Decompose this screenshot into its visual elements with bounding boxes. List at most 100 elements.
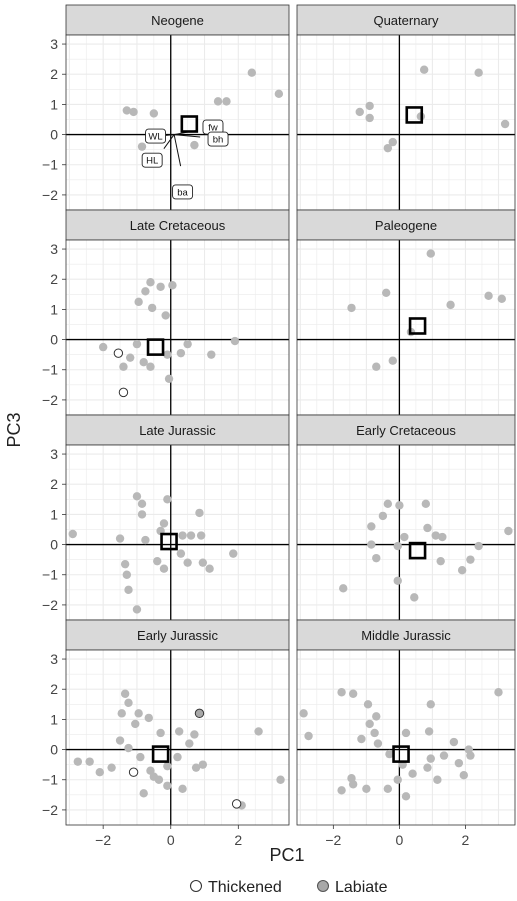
data-point [446, 300, 455, 310]
data-point-thickened [118, 387, 129, 398]
legend: Thickened Labiate [189, 879, 388, 896]
data-point [191, 763, 201, 772]
data-point [365, 113, 374, 123]
y-tick-label: −1 [42, 772, 58, 788]
data-point [378, 511, 388, 521]
data-point [159, 564, 169, 573]
vector-label-box [172, 184, 194, 200]
data-point [178, 784, 187, 793]
panel-title: Quaternary [373, 13, 439, 28]
data-point [117, 709, 126, 718]
data-point [156, 728, 165, 738]
data-point [149, 772, 159, 781]
data-point [68, 529, 77, 539]
data-point [423, 523, 432, 533]
y-tick-label: 1 [50, 506, 58, 522]
y-tick-label: −2 [42, 802, 58, 818]
data-point [222, 97, 231, 106]
panel-early-cretaceous: Early Cretaceous [296, 414, 516, 621]
data-point [176, 549, 186, 558]
data-point [131, 719, 140, 729]
y-tick-label: 2 [50, 66, 58, 82]
data-point [141, 287, 150, 296]
data-point [196, 531, 206, 540]
data-point [454, 758, 464, 768]
x-tick-label: 0 [395, 832, 403, 848]
plot-area [297, 445, 515, 620]
x-tick-label: −2 [95, 832, 111, 848]
y-axis-title: PC3 [4, 412, 24, 447]
data-point [504, 526, 513, 536]
data-point [474, 541, 483, 551]
data-point [146, 362, 155, 371]
data-point [466, 751, 475, 760]
data-point [423, 763, 432, 772]
data-point [137, 499, 147, 509]
strip-middle-jurassic [296, 619, 516, 651]
data-point [120, 559, 130, 569]
vector-label: ba [177, 187, 188, 198]
data-point [139, 357, 148, 367]
y-tick-label: 0 [50, 332, 58, 348]
y-tick-label: 3 [50, 651, 58, 667]
panel-paleogene: Paleogene [296, 209, 516, 416]
data-point [198, 558, 208, 567]
panel-title: Late Cretaceous [130, 218, 226, 233]
strip-early-jurassic [65, 619, 290, 651]
data-point [337, 786, 346, 795]
centroid-marker [160, 532, 178, 551]
data-point [363, 700, 373, 709]
data-point [161, 311, 170, 320]
x-axis-title: PC1 [269, 845, 304, 865]
centroid-marker [408, 317, 427, 335]
data-point [497, 294, 506, 304]
plot-area [66, 35, 289, 210]
data-point-thickened [128, 767, 139, 777]
data-point [393, 775, 402, 784]
data-point [190, 140, 199, 150]
plot-area [66, 445, 289, 620]
data-point-labiate [194, 708, 205, 719]
loading-vector [174, 134, 201, 138]
y-tick-label: 3 [50, 241, 58, 257]
data-point [419, 65, 429, 74]
data-point [372, 712, 381, 721]
data-point [147, 303, 157, 313]
data-point [355, 107, 364, 117]
y-axis-ticks: −2 −1 0 1 2 3 −2 −1 0 1 2 3 −2 −1 0 1 2 3 −2 −1 0 1 2 3 [42, 36, 66, 818]
data-point [163, 350, 172, 359]
strip-quaternary [296, 4, 516, 36]
y-tick-label: 1 [50, 711, 58, 727]
strip-late-jurassic [65, 414, 290, 446]
x-axis-ticks: −2 0 2 −2 0 2 [95, 825, 470, 848]
data-point [431, 531, 440, 540]
data-point [163, 781, 172, 790]
y-tick-label: −1 [42, 567, 58, 583]
data-point [383, 143, 393, 153]
data-point [433, 775, 442, 784]
data-point [365, 101, 374, 111]
data-point [388, 137, 397, 147]
data-point [107, 763, 116, 772]
vector-label: fw [208, 123, 218, 134]
data-point [186, 531, 196, 540]
data-point [120, 689, 130, 698]
data-point [73, 757, 83, 766]
data-point [408, 769, 417, 778]
y-tick-label: 0 [50, 127, 58, 143]
data-point [426, 700, 435, 709]
data-point [367, 522, 376, 531]
data-point [132, 339, 142, 349]
strip-paleogene [296, 209, 516, 241]
data-point [466, 555, 475, 564]
vector-label-box [145, 128, 166, 144]
data-point [176, 348, 186, 358]
data-point [213, 97, 223, 106]
y-tick-label: 0 [50, 742, 58, 758]
data-point [383, 499, 393, 509]
data-point [115, 534, 125, 543]
data-point [185, 739, 194, 748]
data-point [449, 737, 459, 747]
x-tick-label: −2 [325, 832, 341, 848]
